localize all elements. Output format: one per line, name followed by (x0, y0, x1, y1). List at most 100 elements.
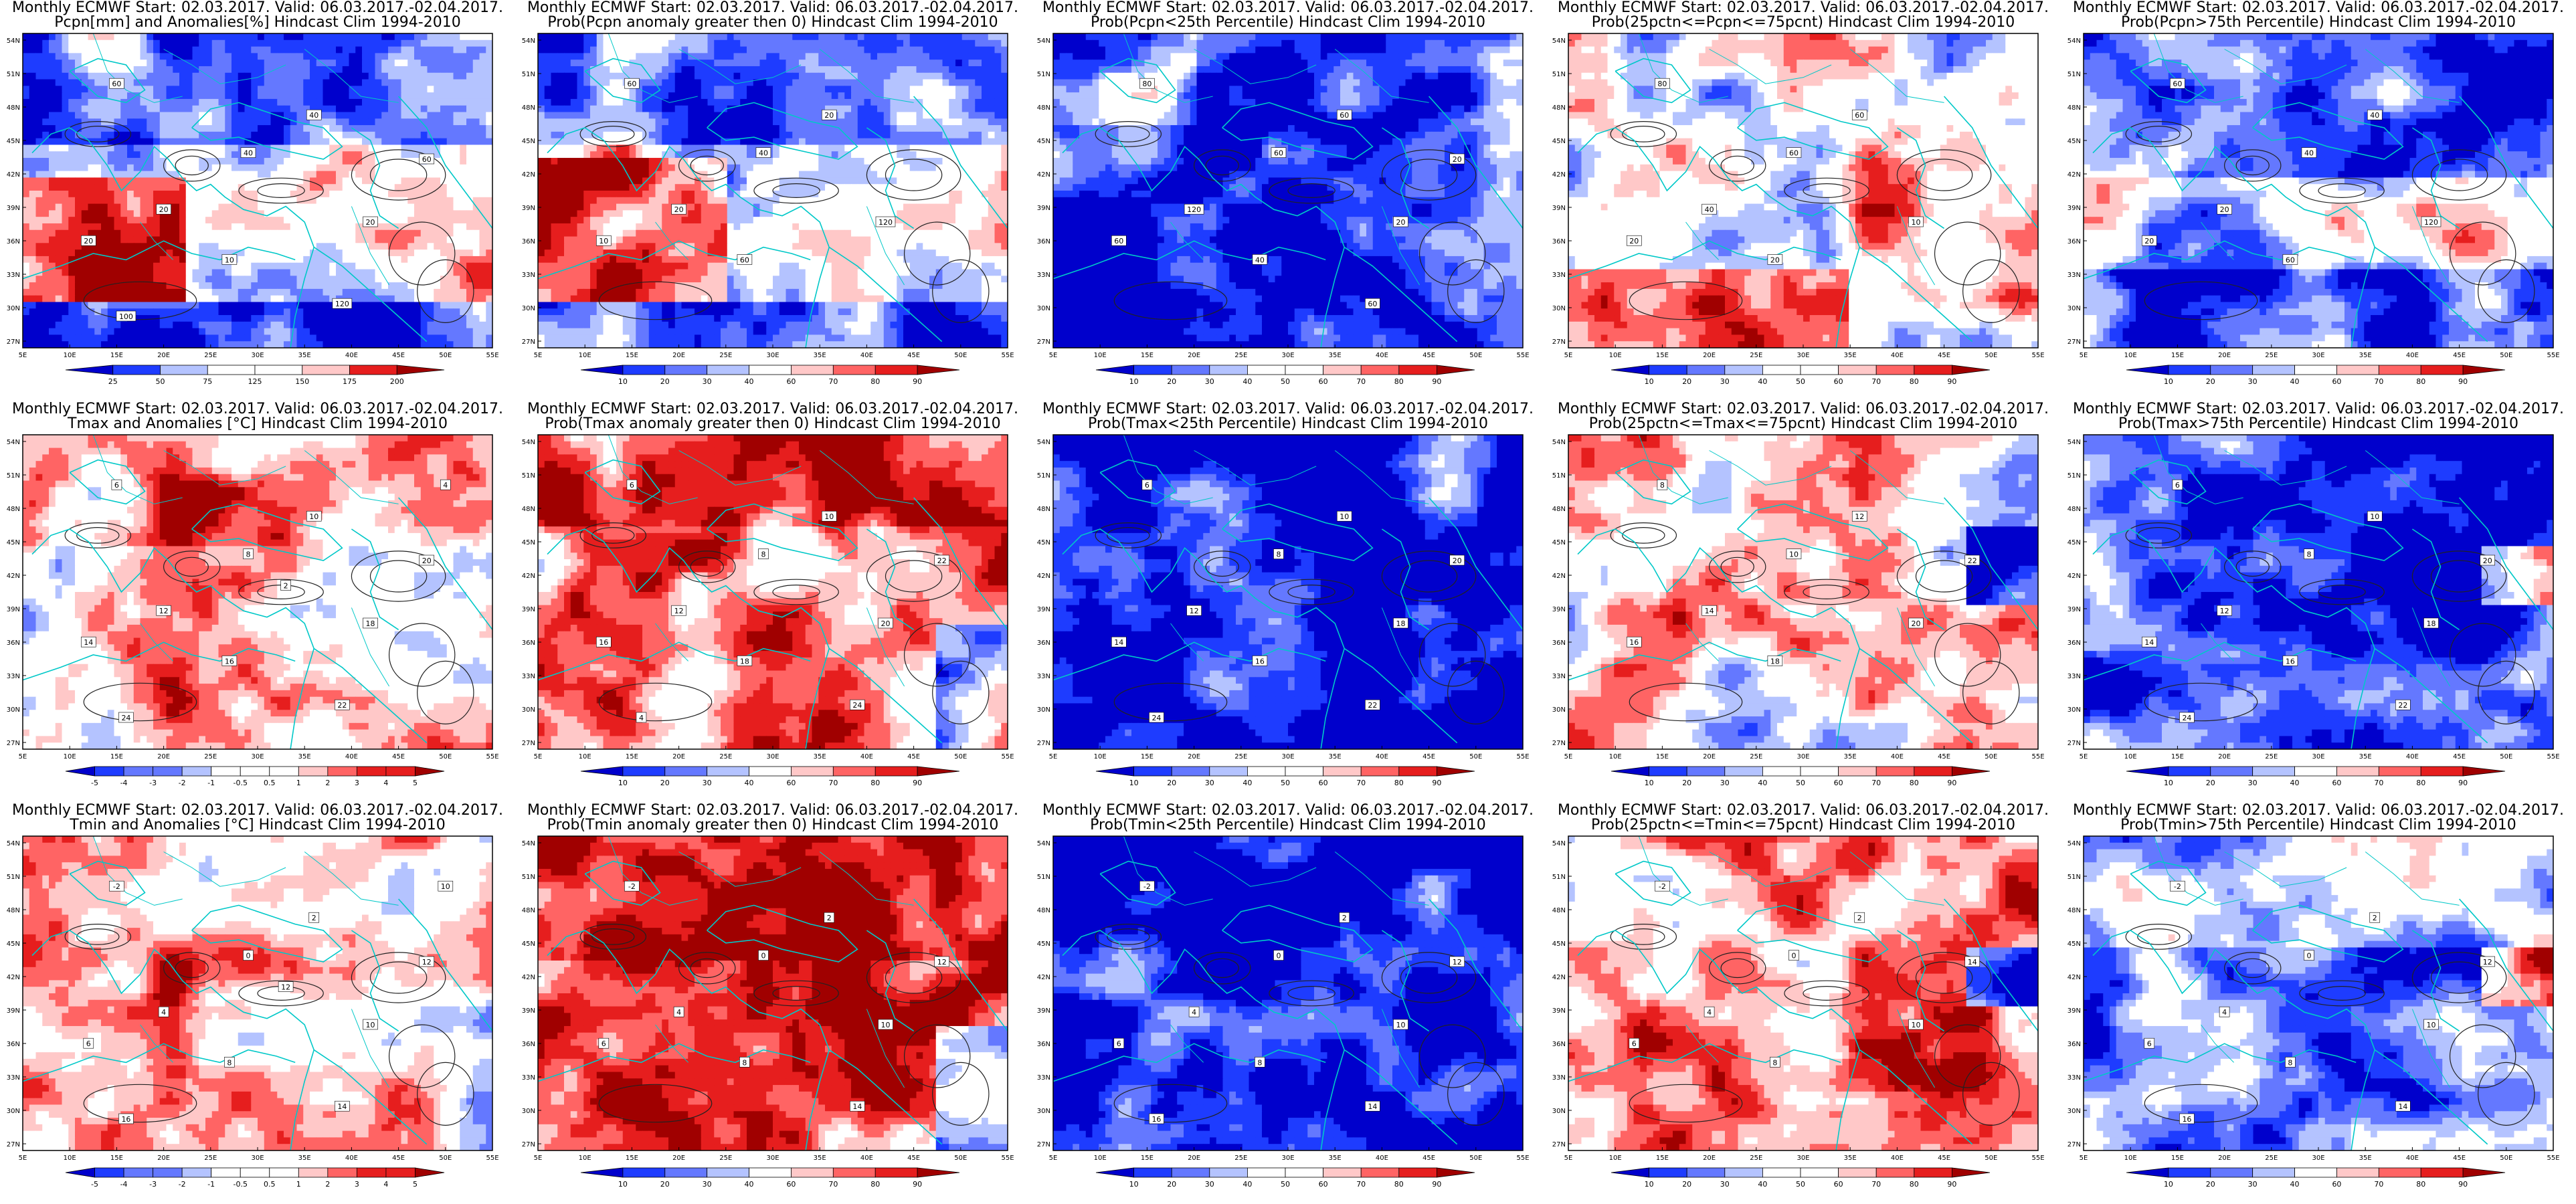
contour-label: 4 (440, 479, 451, 490)
lon-tick-label: 40E (860, 1155, 873, 1162)
contour-label: 4 (158, 1006, 169, 1017)
contour-label: 6 (83, 1037, 94, 1049)
lat-tick-label: 27N (2067, 338, 2081, 346)
lat-tick-label: 54N (7, 840, 20, 847)
contour-label: 2 (280, 580, 291, 591)
lat-tick-label: 36N (2067, 1041, 2081, 1048)
panel-title-line-1: Monthly ECMWF Start: 02.03.2017. Valid: … (1030, 401, 1546, 417)
lat-tick-label: 45N (7, 138, 20, 145)
lat-tick-label: 27N (1552, 338, 1566, 346)
colorbar-label: 20 (1167, 1180, 1176, 1189)
lon-tick-label: 30E (1797, 753, 1809, 761)
lon-tick-label: 30E (251, 1155, 264, 1162)
colorbar: 10 20 30 40 50 60 70 80 90 (1611, 1167, 1991, 1189)
contour-label: 22 (335, 699, 350, 710)
contour-label: 40 (306, 109, 322, 120)
lon-tick-label: 25E (1750, 352, 1762, 359)
lon-tick-label: 20E (2218, 352, 2231, 359)
lon-tick-label: 35E (2359, 753, 2372, 761)
map-panel-tmin_low: Monthly ECMWF Start: 02.03.2017. Valid: … (1030, 803, 1546, 1204)
colorbar-label: 10 (1645, 377, 1654, 386)
map-canvas: 60 40 40 20 20 10 20 60 120 100 54N 51N 48N 45N 42N 39N… (7, 33, 499, 386)
lon-tick-label: 30E (766, 753, 779, 761)
lat-tick-label: 27N (522, 338, 535, 346)
lon-tick-label: 20E (1703, 753, 1716, 761)
lon-tick-label: 25E (1234, 753, 1247, 761)
lat-tick-label: 42N (2067, 974, 2081, 981)
lat-tick-label: 39N (2067, 205, 2081, 212)
map-panel-tmin_mid: Monthly ECMWF Start: 02.03.2017. Valid: … (1546, 803, 2061, 1204)
lon-tick-label: 45E (1422, 753, 1435, 761)
contour-label: 10 (1908, 1019, 1924, 1030)
colorbar-label: 20 (1167, 779, 1176, 787)
lon-tick-label: 10E (579, 753, 591, 761)
contour-label: 12 (419, 956, 435, 967)
contour-label: 0 (2304, 950, 2314, 961)
map-panel-pcpn_mid: Monthly ECMWF Start: 02.03.2017. Valid: … (1546, 0, 2061, 401)
lon-tick-label: 20E (157, 1155, 170, 1162)
contour-label: 10 (438, 880, 454, 892)
colorbar-label: 30 (703, 377, 712, 386)
panel-title-line-2: Prob(25pctn<=Pcpn<=75pcnt) Hindcast Clim… (1546, 15, 2061, 31)
colorbar-label: 50 (156, 377, 165, 386)
lon-tick-label: 10E (2124, 352, 2137, 359)
lon-tick-label: 15E (1656, 753, 1669, 761)
lat-tick-label: 33N (1037, 1074, 1050, 1082)
contour-label: 40 (1252, 254, 1268, 265)
contour-label: 20 (156, 203, 171, 215)
contour-label: 20 (821, 109, 837, 120)
coastlines (2084, 435, 2553, 749)
shaded-field (23, 836, 492, 1150)
lat-tick-label: 39N (522, 606, 535, 613)
lat-tick-label: 42N (2067, 573, 2081, 580)
colorbar-label: 2 (325, 779, 330, 787)
lat-tick-label: 48N (1037, 907, 1050, 914)
lat-tick-label: 39N (7, 606, 20, 613)
lat-tick-label: 45N (7, 940, 20, 948)
lon-tick-label: 45E (392, 352, 405, 359)
contour-label: 10 (1336, 510, 1352, 522)
lon-tick-label: 50E (954, 1155, 967, 1162)
lon-tick-label: 55E (1516, 352, 1529, 359)
colorbar: 10 20 30 40 60 70 80 90 (2126, 766, 2506, 787)
colorbar-label: 70 (2374, 377, 2383, 386)
lat-tick-label: 51N (7, 874, 20, 881)
colorbar-label: 10 (1129, 377, 1139, 386)
contour-lines (579, 120, 990, 323)
shaded-field (538, 33, 1008, 348)
lat-tick-label: 33N (2067, 272, 2081, 279)
contour-label: 4 (2219, 1006, 2230, 1017)
colorbar-label: -4 (120, 1180, 128, 1189)
contour-label: 8 (739, 1057, 750, 1068)
colorbar-label: 90 (913, 377, 922, 386)
lon-tick-label: 40E (860, 352, 873, 359)
lon-tick-label: 25E (2265, 753, 2278, 761)
colorbar-label: 40 (745, 779, 754, 787)
contour-label: 6 (2172, 479, 2183, 490)
lat-tick-label: 45N (522, 539, 535, 546)
colorbar-label: 5 (413, 1180, 418, 1189)
lat-tick-label: 42N (1037, 974, 1050, 981)
contour-label: 22 (2395, 699, 2411, 710)
panel-title-line-1: Monthly ECMWF Start: 02.03.2017. Valid: … (1030, 0, 1546, 16)
lat-tick-label: 36N (522, 639, 535, 647)
panel-title-line-1: Monthly ECMWF Start: 02.03.2017. Valid: … (0, 0, 515, 16)
contour-lines (1095, 120, 1505, 323)
contour-label: 16 (118, 1113, 134, 1124)
contour-lines (1610, 120, 2020, 323)
lon-tick-label: 10E (64, 753, 76, 761)
lon-tick-label: 5E (19, 352, 27, 359)
colorbar: 10 20 30 40 60 70 80 90 (2126, 1167, 2506, 1189)
lon-tick-label: 20E (1703, 1155, 1716, 1162)
lat-tick-label: 54N (1037, 439, 1050, 446)
lat-tick-label: 36N (522, 238, 535, 245)
colorbar-label: 80 (870, 377, 880, 386)
lat-tick-label: 45N (1552, 539, 1566, 546)
lon-tick-label: 10E (2124, 1155, 2137, 1162)
lon-tick-label: 30E (251, 753, 264, 761)
lat-tick-label: 48N (7, 104, 20, 112)
lon-tick-label: 45E (907, 352, 920, 359)
map-canvas: -2 0 2 4 6 8 10 12 14 16 54N 51N 48N 45N 42N 39N 36N 33N 3… (2067, 835, 2560, 1189)
lat-tick-label: 48N (1037, 506, 1050, 513)
contour-label: 8 (1273, 548, 1284, 559)
